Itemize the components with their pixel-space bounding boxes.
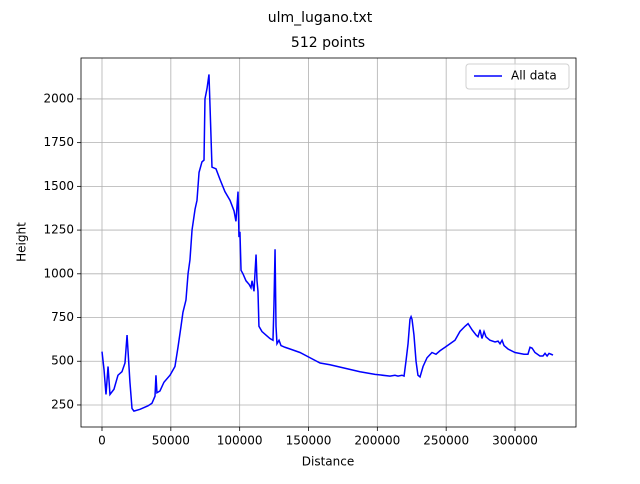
x-tick-label: 0 <box>98 434 106 448</box>
data-line <box>101 74 554 412</box>
x-axis-label: Distance <box>302 455 354 469</box>
x-tick-label: 300000 <box>492 434 538 448</box>
y-tick-label: 1000 <box>43 266 74 280</box>
x-tick-label: 150000 <box>286 434 332 448</box>
y-axis-label: Height <box>15 222 29 262</box>
y-tick-label: 1250 <box>43 223 74 237</box>
y-tick-label: 250 <box>51 397 74 411</box>
legend-box <box>465 63 570 90</box>
chart-title: 512 points <box>291 35 365 51</box>
x-tick-label: 50000 <box>152 434 190 448</box>
suptitle: ulm_lugano.txt <box>268 10 373 26</box>
plot-frame <box>80 57 577 428</box>
x-tick-label: 200000 <box>354 434 400 448</box>
x-tick-label: 100000 <box>217 434 263 448</box>
legend-label: All data <box>511 69 557 83</box>
y-tick-label: 1500 <box>43 179 74 193</box>
y-tick-label: 1750 <box>43 135 74 149</box>
x-tick-label: 250000 <box>423 434 469 448</box>
y-tick-label: 750 <box>51 310 74 324</box>
y-tick-label: 2000 <box>43 91 74 105</box>
y-tick-label: 500 <box>51 354 74 368</box>
